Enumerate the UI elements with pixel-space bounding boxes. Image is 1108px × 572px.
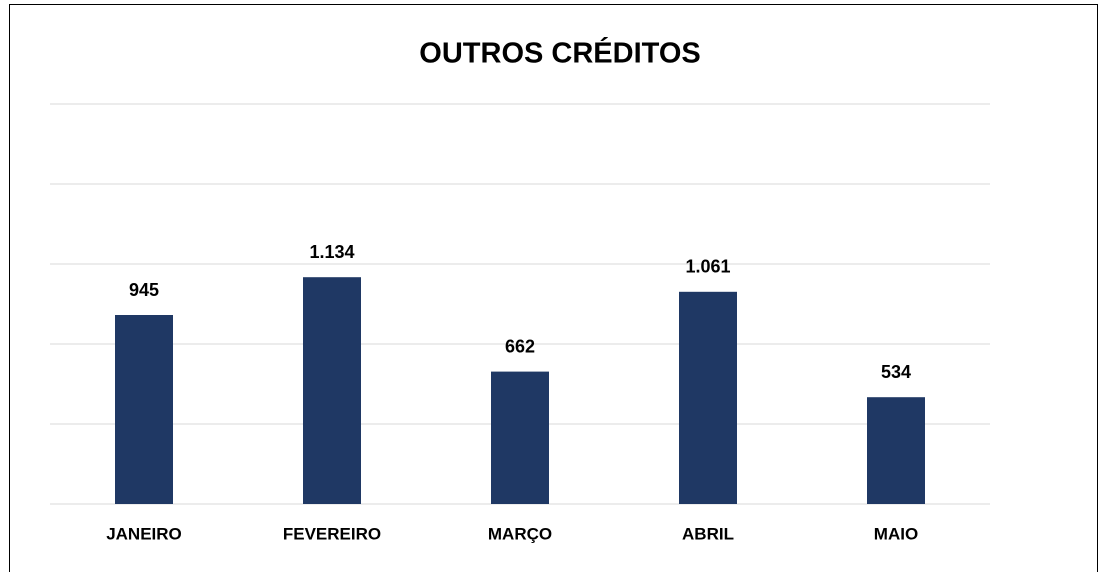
x-tick-label: ABRIL: [682, 524, 734, 543]
bar: [679, 291, 737, 504]
x-tick-label: JANEIRO: [106, 524, 182, 543]
value-label: 534: [881, 362, 911, 382]
bar: [867, 397, 925, 504]
x-tick-label: FEVEREIRO: [283, 524, 381, 543]
value-label: 945: [129, 280, 159, 300]
bar: [491, 371, 549, 504]
chart-title: OUTROS CRÉDITOS: [419, 36, 700, 70]
value-label: 1.134: [309, 242, 354, 262]
x-tick-label: MARÇO: [488, 524, 552, 543]
bar: [115, 315, 173, 504]
value-label: 662: [505, 336, 535, 356]
value-label: 1.061: [685, 257, 730, 277]
x-tick-label: MAIO: [874, 524, 918, 543]
bar: [303, 277, 361, 504]
